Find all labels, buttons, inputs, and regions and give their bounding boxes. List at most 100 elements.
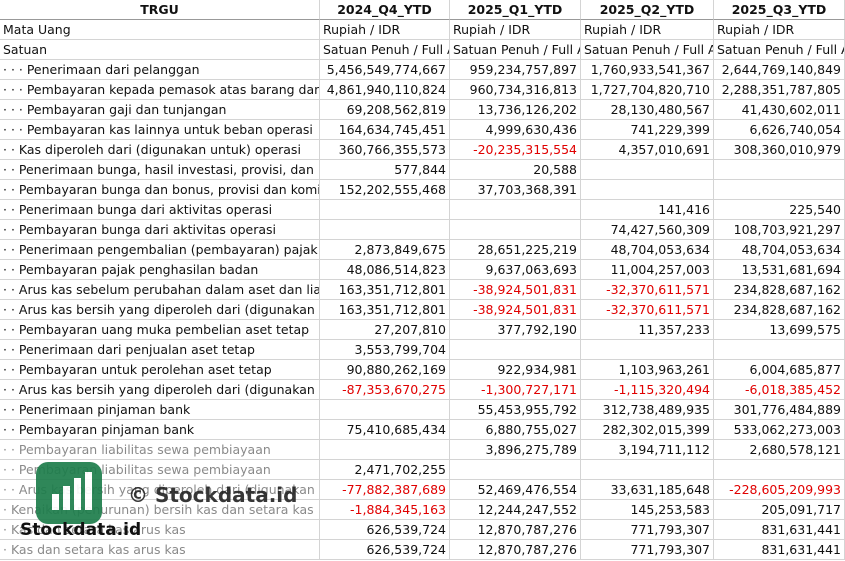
cell-value: 13,531,681,694 [714, 260, 845, 280]
cell-value: -20,235,315,554 [450, 140, 581, 160]
cell-value: 301,776,484,889 [714, 400, 845, 420]
cell-value: Satuan Penuh / Full A [714, 40, 845, 60]
cell-value: 27,207,810 [320, 320, 450, 340]
row-label: · · Pembayaran pajak penghasilan badan [0, 260, 320, 280]
cell-value: 13,736,126,202 [450, 100, 581, 120]
cell-value: 234,828,687,162 [714, 300, 845, 320]
cell-value: 360,766,355,573 [320, 140, 450, 160]
cell-value: 9,637,063,693 [450, 260, 581, 280]
cell-value: 52,469,476,554 [450, 480, 581, 500]
cell-value: 6,626,740,054 [714, 120, 845, 140]
cell-value [581, 460, 714, 480]
cell-value: 28,651,225,219 [450, 240, 581, 260]
row-label: · · Kas diperoleh dari (digunakan untuk)… [0, 140, 320, 160]
cell-value: 55,453,955,792 [450, 400, 581, 420]
cell-value: 234,828,687,162 [714, 280, 845, 300]
cell-value [320, 440, 450, 460]
cell-value: 11,357,233 [581, 320, 714, 340]
cell-value: 960,734,316,813 [450, 80, 581, 100]
row-label: · · Penerimaan bunga, hasil investasi, p… [0, 160, 320, 180]
cell-value: 741,229,399 [581, 120, 714, 140]
cell-value: 163,351,712,801 [320, 300, 450, 320]
cell-value: 831,631,441 [714, 540, 845, 560]
cell-value: 3,896,275,789 [450, 440, 581, 460]
cell-value: 959,234,757,897 [450, 60, 581, 80]
cell-value: 41,430,602,011 [714, 100, 845, 120]
cell-value: 20,588 [450, 160, 581, 180]
logo-text: Stockdata.id [20, 520, 142, 540]
cell-value [714, 160, 845, 180]
cell-value: 308,360,010,979 [714, 140, 845, 160]
row-label: · · Penerimaan bunga dari aktivitas oper… [0, 200, 320, 220]
cell-value [581, 180, 714, 200]
cell-value [320, 220, 450, 240]
cell-value: 48,086,514,823 [320, 260, 450, 280]
column-header: TRGU [0, 0, 320, 20]
cell-value: -1,884,345,163 [320, 500, 450, 520]
cell-value: 2,644,769,140,849 [714, 60, 845, 80]
cell-value: 28,130,480,567 [581, 100, 714, 120]
cell-value: 4,861,940,110,824 [320, 80, 450, 100]
cell-value: 922,934,981 [450, 360, 581, 380]
row-label: Satuan [0, 40, 320, 60]
cell-value: 3,553,799,704 [320, 340, 450, 360]
cell-value: 108,703,921,297 [714, 220, 845, 240]
cell-value: 33,631,185,648 [581, 480, 714, 500]
row-label: · · Arus kas bersih yang diperoleh dari … [0, 300, 320, 320]
cell-value: 771,793,307 [581, 520, 714, 540]
cell-value [714, 460, 845, 480]
cell-value: -228,605,209,993 [714, 480, 845, 500]
column-header: 2025_Q3_YTD [714, 0, 845, 20]
column-header: 2024_Q4_YTD [320, 0, 450, 20]
cell-value: -77,882,387,689 [320, 480, 450, 500]
row-label: · · Pembayaran untuk perolehan aset teta… [0, 360, 320, 380]
cell-value: Satuan Penuh / Full A [320, 40, 450, 60]
cell-value: 4,357,010,691 [581, 140, 714, 160]
row-label: · · Penerimaan dari penjualan aset tetap [0, 340, 320, 360]
cell-value: 771,793,307 [581, 540, 714, 560]
row-label: · · Pembayaran uang muka pembelian aset … [0, 320, 320, 340]
cell-value: 225,540 [714, 200, 845, 220]
row-label: · · Pembayaran bunga dan bonus, provisi … [0, 180, 320, 200]
row-label: · · Penerimaan pengembalian (pembayaran)… [0, 240, 320, 260]
cell-value: 48,704,053,634 [581, 240, 714, 260]
cell-value [320, 200, 450, 220]
cell-value: 11,004,257,003 [581, 260, 714, 280]
cell-value: 145,253,583 [581, 500, 714, 520]
cell-value: 6,880,755,027 [450, 420, 581, 440]
row-label: · · Pembayaran pinjaman bank [0, 420, 320, 440]
cell-value: 626,539,724 [320, 540, 450, 560]
cell-value: 1,727,704,820,710 [581, 80, 714, 100]
cell-value: 163,351,712,801 [320, 280, 450, 300]
cell-value: 2,288,351,787,805 [714, 80, 845, 100]
cell-value: 282,302,015,399 [581, 420, 714, 440]
cell-value: Satuan Penuh / Full A [450, 40, 581, 60]
row-label: Mata Uang [0, 20, 320, 40]
row-label: · · · Pembayaran kas lainnya untuk beban… [0, 120, 320, 140]
cell-value: 1,103,963,261 [581, 360, 714, 380]
cell-value: -1,115,320,494 [581, 380, 714, 400]
cell-value [450, 460, 581, 480]
cell-value: Rupiah / IDR [714, 20, 845, 40]
cell-value: -38,924,501,831 [450, 300, 581, 320]
cell-value [320, 400, 450, 420]
cell-value: 141,416 [581, 200, 714, 220]
cell-value: 3,194,711,112 [581, 440, 714, 460]
cell-value: 2,680,578,121 [714, 440, 845, 460]
cell-value: 6,004,685,877 [714, 360, 845, 380]
cell-value: -87,353,670,275 [320, 380, 450, 400]
row-label: · Kas dan setara kas arus kas [0, 540, 320, 560]
cell-value: 1,760,933,541,367 [581, 60, 714, 80]
cell-value: 75,410,685,434 [320, 420, 450, 440]
row-label: · · Arus kas bersih yang diperoleh dari … [0, 380, 320, 400]
column-header: 2025_Q2_YTD [581, 0, 714, 20]
cell-value: 164,634,745,451 [320, 120, 450, 140]
cell-value [450, 200, 581, 220]
row-label: · · · Pembayaran gaji dan tunjangan [0, 100, 320, 120]
cell-value [450, 340, 581, 360]
row-label: · · · Pembayaran kepada pemasok atas bar… [0, 80, 320, 100]
cell-value: 533,062,273,003 [714, 420, 845, 440]
cell-value: Rupiah / IDR [450, 20, 581, 40]
cell-value: 831,631,441 [714, 520, 845, 540]
cell-value: 5,456,549,774,667 [320, 60, 450, 80]
